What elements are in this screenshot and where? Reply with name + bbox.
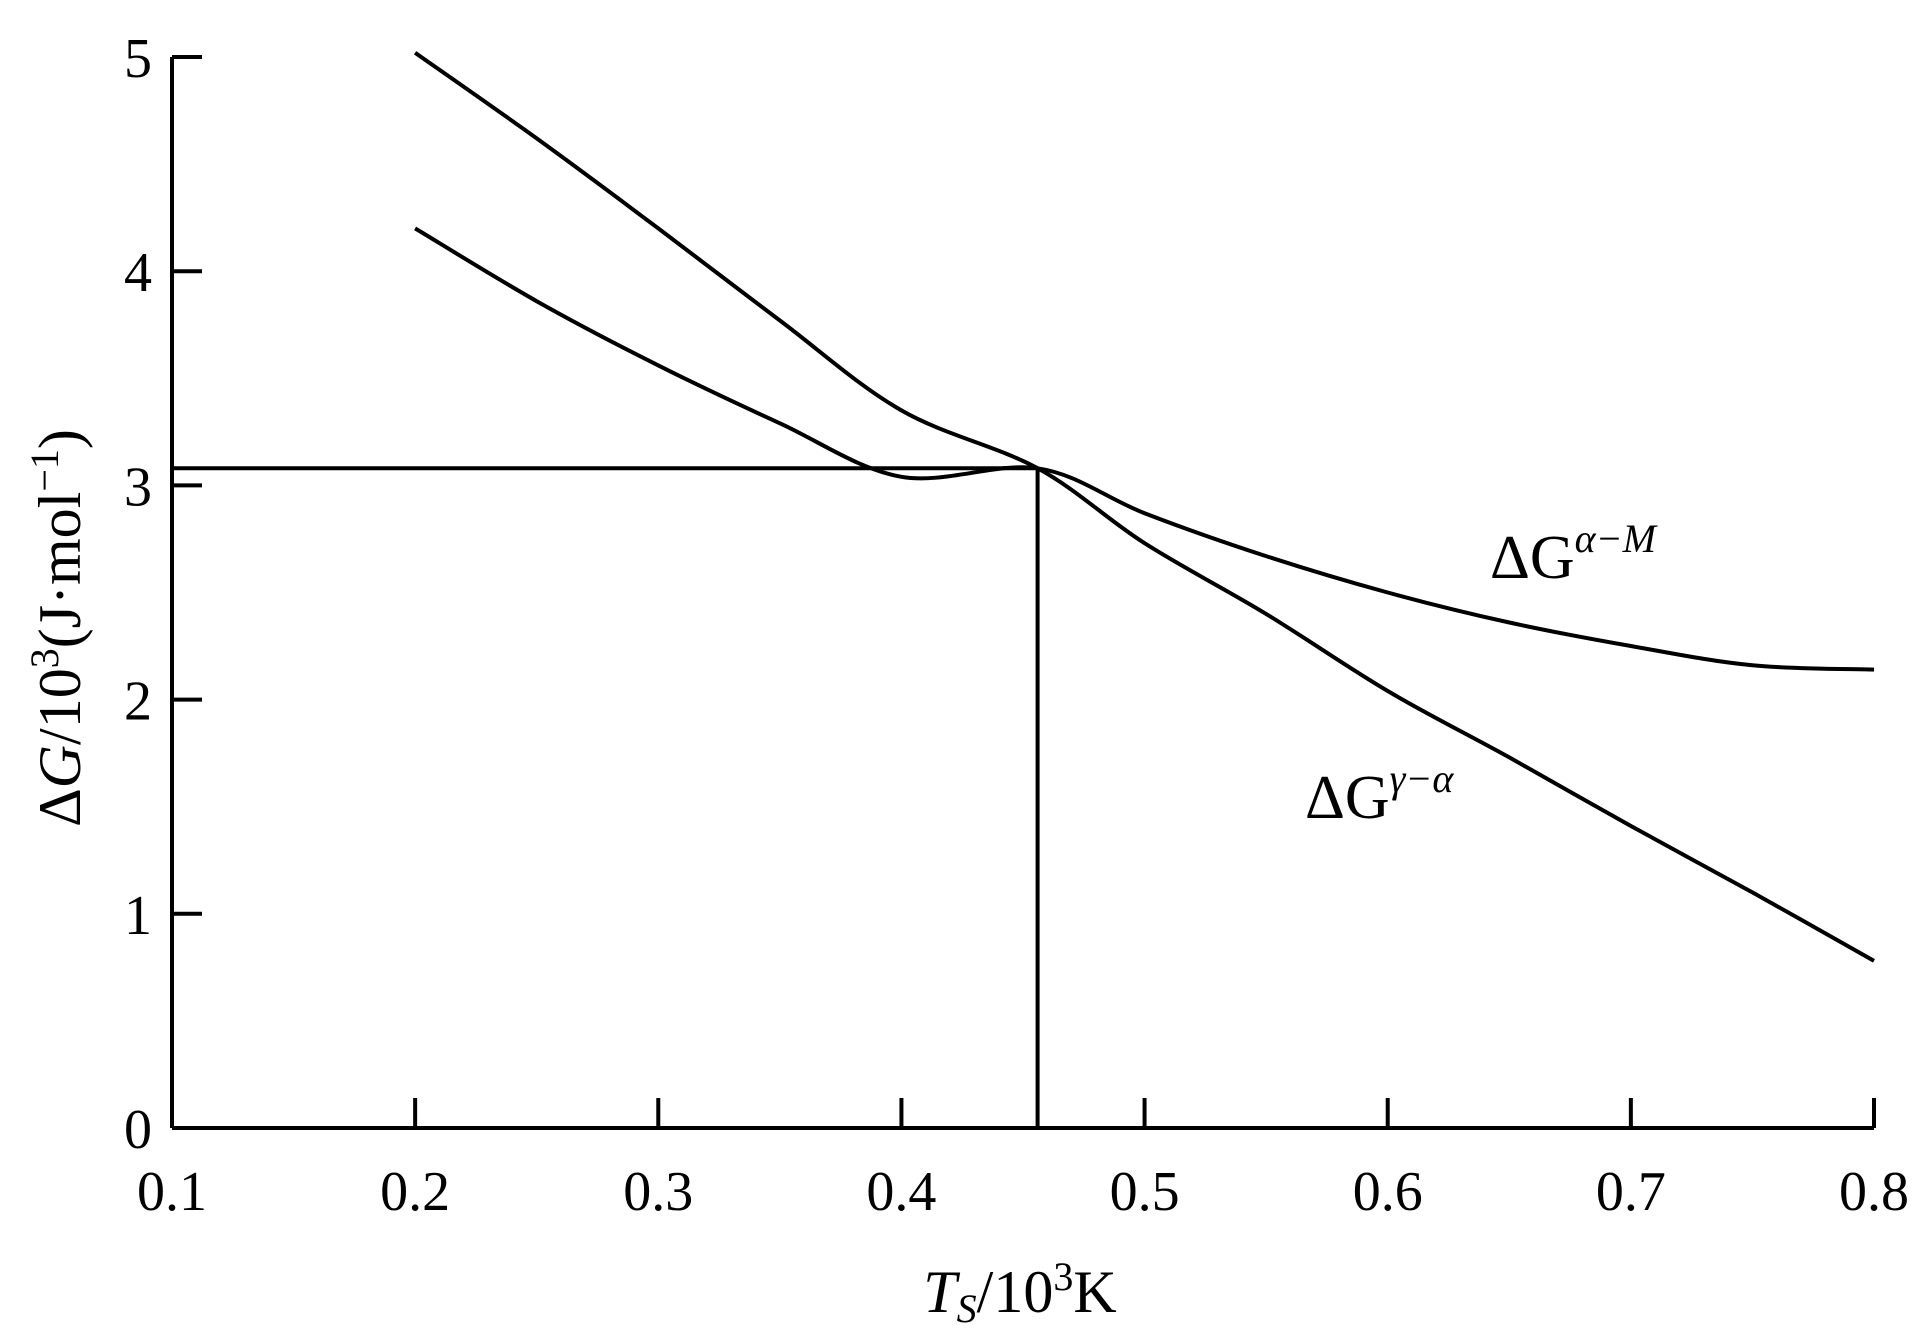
x-tick-label-6: 0.7 (1596, 1161, 1666, 1223)
x-tick-label-1: 0.2 (380, 1161, 450, 1223)
series-label-alpha-m: ΔGα−M (1490, 516, 1659, 592)
x-axis-post: K (1073, 1259, 1116, 1325)
x-axis-var: T (923, 1259, 960, 1325)
series-label-alpha-m-sup: α−M (1575, 516, 1659, 561)
x-axis-title: TS/103K (923, 1254, 1116, 1331)
x-tick-label-7: 0.8 (1839, 1161, 1909, 1223)
x-tick-label-2: 0.3 (623, 1161, 693, 1223)
series-line-alpha-m (414, 226, 1875, 672)
y-axis-end: ) (27, 429, 93, 449)
y-tick-label-0: 0 (124, 1099, 152, 1161)
series-lines (413, 51, 1875, 963)
y-tick-label-3: 3 (124, 456, 152, 518)
x-axis-sub: S (957, 1286, 977, 1331)
y-tick-label-2: 2 (124, 671, 152, 733)
x-tick-label-0: 0.1 (137, 1161, 207, 1223)
y-axis-mid: /10 (27, 668, 93, 745)
x-axis-exp: 3 (1053, 1254, 1073, 1299)
series-label-gamma-alpha-base: ΔG (1305, 764, 1390, 832)
y-axis-exp2: −1 (22, 449, 67, 492)
series-label-alpha-m-base: ΔG (1490, 524, 1575, 592)
axes (170, 55, 1876, 1130)
reference-lines (172, 466, 1040, 1128)
y-axis-exp: 3 (22, 648, 67, 668)
series-label-gamma-alpha-sup: γ−α (1390, 756, 1455, 801)
y-axis-post: (J·mol (27, 492, 93, 649)
y-axis-var: G (27, 745, 93, 788)
y-axis-title: ΔG/103(J·mol−1) (22, 429, 93, 827)
y-tick-label-1: 1 (124, 885, 152, 947)
series-line-gamma-alpha (413, 51, 1875, 963)
tick-labels: 0.1 0.2 0.3 0.4 0.5 0.6 0.7 0.8 0 1 2 3 4 5 (124, 28, 1909, 1223)
series-label-gamma-alpha: ΔGγ−α (1305, 756, 1454, 832)
y-tick-label-5: 5 (124, 28, 152, 90)
y-axis-delta: Δ (27, 788, 93, 827)
y-tick-label-4: 4 (124, 242, 152, 304)
x-tick-label-3: 0.4 (866, 1161, 936, 1223)
x-tick-label-5: 0.6 (1353, 1161, 1423, 1223)
x-axis-pre: /10 (977, 1259, 1054, 1325)
x-tick-label-4: 0.5 (1110, 1161, 1180, 1223)
